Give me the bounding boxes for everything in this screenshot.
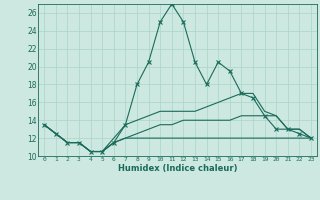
X-axis label: Humidex (Indice chaleur): Humidex (Indice chaleur) <box>118 164 237 173</box>
